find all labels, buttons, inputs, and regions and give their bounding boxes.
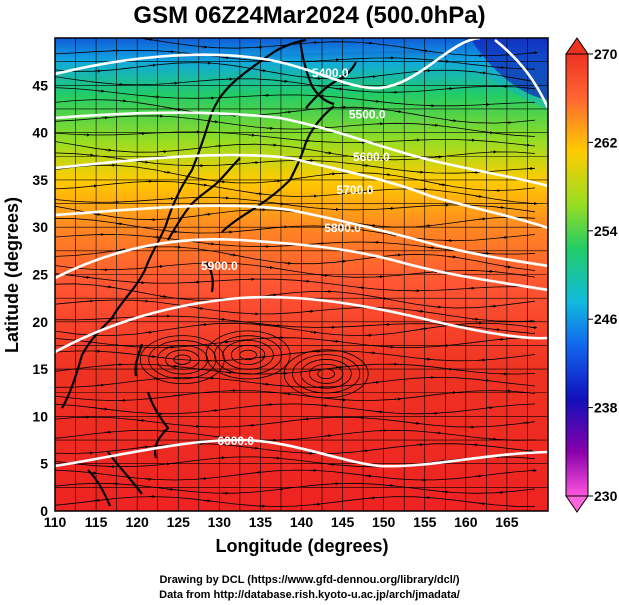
- y-tick-label: 25: [32, 267, 48, 283]
- y-tick-label: 30: [32, 219, 48, 235]
- streamline: [55, 262, 536, 278]
- x-tick-label: 145: [331, 514, 355, 530]
- streamline: [55, 403, 536, 415]
- x-tick-label: 135: [249, 514, 273, 530]
- eddy-streamline: [308, 363, 344, 384]
- streamline: [55, 273, 536, 292]
- y-tick-label: 15: [32, 361, 48, 377]
- streamline: [55, 283, 536, 309]
- streamline: [55, 416, 536, 428]
- x-tick-label: 110: [44, 514, 67, 530]
- y-tick-label: 20: [32, 314, 48, 330]
- contour-label: 5800.0: [324, 221, 361, 235]
- x-tick-label: 165: [495, 514, 519, 530]
- x-tick-label: 140: [290, 514, 314, 530]
- contour-label: 5500.0: [349, 107, 386, 121]
- x-axis: 110 115 120 125 130 135 140 145 150 155 160 165: [44, 514, 519, 530]
- streamline: [55, 234, 536, 255]
- x-tick-label: 115: [85, 514, 108, 530]
- streamline: [55, 180, 536, 204]
- credit-dcl: Drawing by DCL (https://www.gfd-dennou.o…: [159, 574, 460, 586]
- y-tick-label: 35: [32, 172, 48, 188]
- eddy-streamline: [139, 335, 225, 385]
- streamline: [55, 350, 536, 362]
- colorbar-scale: [565, 53, 589, 497]
- eddy-streamline: [173, 354, 192, 365]
- y-tick-label: 45: [32, 77, 48, 93]
- contour-label: 5600.0: [353, 150, 390, 164]
- x-tick-label: 160: [454, 514, 478, 530]
- y-tick-label: 0: [40, 503, 48, 519]
- geopotential-contours: [55, 38, 548, 468]
- eddy-streamline: [148, 340, 217, 380]
- x-axis-label: Longitude (degrees): [215, 536, 388, 556]
- colorbar-tick-label: 262: [594, 134, 618, 150]
- streamline: [55, 38, 536, 56]
- eddy-streamline: [300, 359, 352, 389]
- colorbar-top-cap: [565, 37, 589, 55]
- colorbar-tick-label: 270: [594, 46, 618, 62]
- streamline: [55, 443, 536, 454]
- streamline: [55, 205, 536, 228]
- colorbar-tick-label: 246: [594, 311, 618, 327]
- x-tick-label: 125: [167, 514, 191, 530]
- x-tick-label: 150: [372, 514, 396, 530]
- credit-data-source: Data from http://database.rish.kyoto-u.a…: [159, 589, 460, 601]
- colorbar-tick-label: 254: [594, 223, 618, 239]
- x-tick-label: 130: [208, 514, 232, 530]
- streamline: [55, 141, 536, 161]
- streamline: [55, 130, 536, 147]
- contour-label: 5400.0: [312, 66, 349, 80]
- colorbar-tick-label: 238: [594, 400, 618, 416]
- x-tick-label: 155: [413, 514, 437, 530]
- eddy-streamline: [283, 349, 369, 399]
- contour-labels: 5400.0 5500.0 5600.0 5700.0 5800.0 5900.0 6000…: [201, 66, 390, 448]
- streamline: [55, 299, 536, 322]
- x-tick-label: 120: [125, 514, 149, 530]
- map-frame: [54, 37, 549, 512]
- coastline: [61, 38, 357, 507]
- streamline: [55, 115, 536, 137]
- y-axis-label: Latitude (degrees): [2, 197, 22, 353]
- streamline: [55, 496, 536, 507]
- colorbar-tick-label: 230: [594, 488, 618, 504]
- colorbar-bottom-cap: [565, 495, 589, 513]
- streamline: [55, 376, 536, 388]
- y-tick-label: 10: [32, 408, 48, 424]
- streamline: [55, 152, 536, 174]
- y-tick-label: 40: [32, 125, 48, 141]
- contour-label: 5900.0: [201, 259, 238, 273]
- y-axis: 0 5 10 15 20 25 30 35 40 45: [32, 77, 48, 519]
- colorbar: 270 262 254 246 238 230: [565, 37, 618, 513]
- contour-label: 6000.0: [217, 434, 254, 448]
- streamline: [55, 469, 536, 481]
- streamline: [55, 62, 536, 83]
- lat-lon-grid: [55, 38, 548, 511]
- chart-title: GSM 06Z24Mar2024 (500.0hPa): [133, 2, 486, 29]
- eddy-streamline: [214, 335, 283, 375]
- y-tick-label: 5: [40, 456, 48, 472]
- streamline: [55, 87, 536, 107]
- contour-label: 5700.0: [337, 183, 374, 197]
